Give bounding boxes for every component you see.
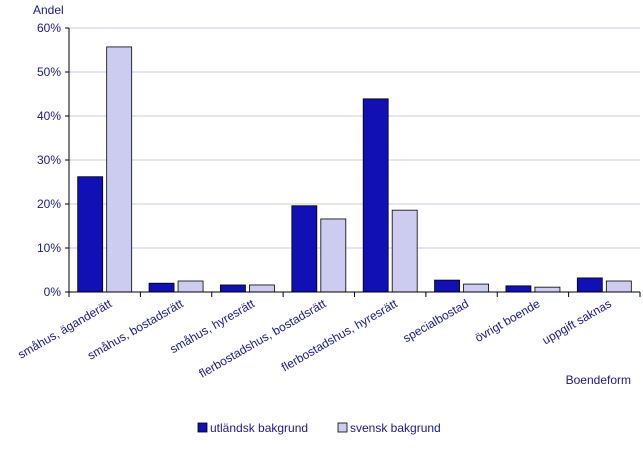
legend-swatch: [337, 422, 348, 433]
bar-svensk: [534, 286, 561, 293]
legend: utländsk bakgrund svensk bakgrund: [197, 421, 441, 435]
y-tick-label: 30%: [37, 153, 61, 167]
bar-utlandsk: [77, 176, 104, 293]
bar-svensk: [463, 283, 489, 293]
bar-svensk: [320, 218, 347, 293]
grid-lines: [69, 27, 640, 249]
y-tick-label: 20%: [37, 197, 61, 211]
bar-utlandsk: [576, 277, 603, 293]
bar-utlandsk: [148, 282, 175, 293]
x-tick-label: uppgift saknas: [540, 296, 614, 347]
bar-utlandsk: [220, 284, 246, 293]
x-tick-label: flerbostadshus, hyresrätt: [279, 296, 400, 374]
bar-utlandsk: [434, 279, 460, 293]
y-tick-label: 50%: [37, 65, 61, 79]
y-tick-label: 0%: [44, 285, 62, 299]
x-tick-label: övrigt boende: [472, 296, 542, 345]
bar-utlandsk: [291, 205, 318, 293]
bar-svensk: [177, 280, 204, 293]
bar-utlandsk: [505, 285, 532, 293]
legend-label: svensk bakgrund: [350, 421, 441, 435]
bar-svensk: [106, 46, 133, 293]
legend-label: utländsk bakgrund: [210, 421, 308, 435]
y-tick-labels: 0% 10% 20% 30% 40% 50% 60%: [37, 21, 61, 299]
x-axis-title: Boendeform: [566, 373, 631, 387]
bar-svensk: [391, 209, 418, 293]
x-tick-label: flerbostadshus, bostadsrätt: [197, 296, 329, 380]
bar-utlandsk: [362, 98, 389, 293]
legend-swatch: [197, 422, 208, 433]
y-axis-title: Andel: [33, 3, 64, 17]
axes: [65, 27, 641, 297]
bar-svensk: [605, 280, 632, 293]
bar-svensk: [249, 284, 275, 293]
y-tick-label: 10%: [37, 241, 61, 255]
bars: [77, 46, 632, 293]
y-tick-label: 60%: [37, 21, 61, 35]
y-tick-label: 40%: [37, 109, 61, 123]
x-tick-label: specialbostad: [401, 296, 472, 345]
